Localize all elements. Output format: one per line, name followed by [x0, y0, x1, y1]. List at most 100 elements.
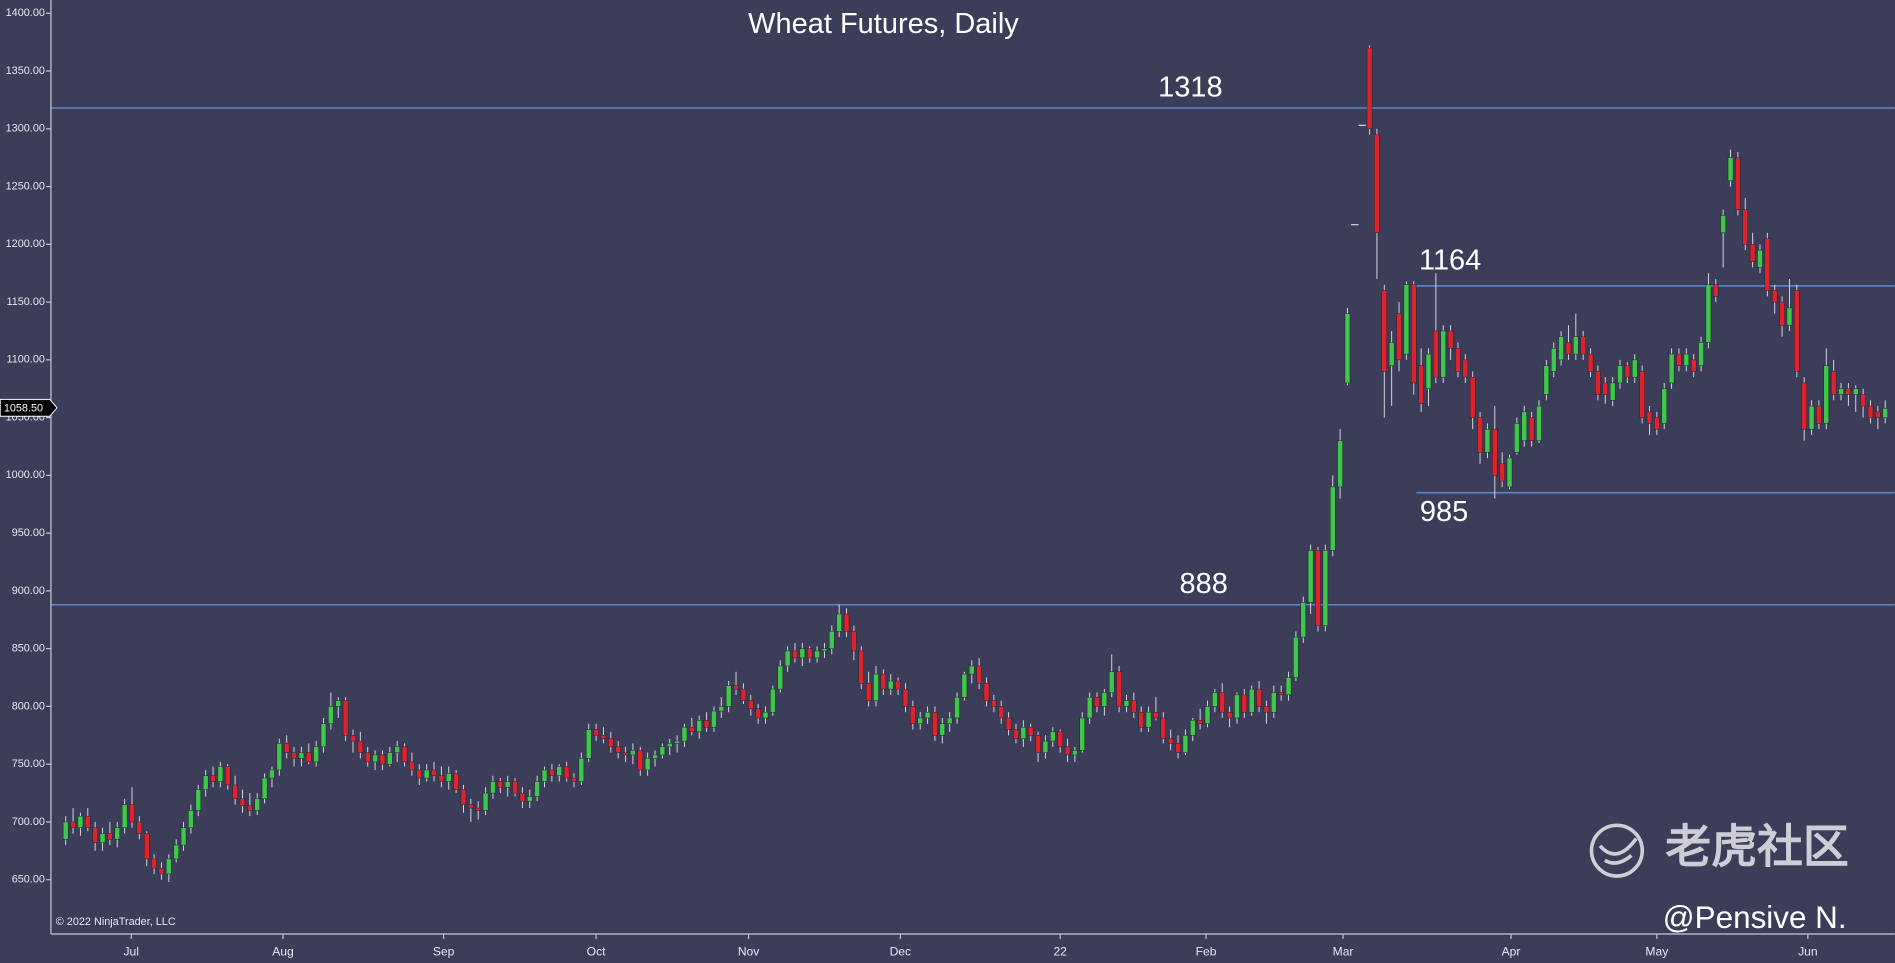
candle-body	[1602, 382, 1609, 395]
x-tick-label: Aug	[272, 944, 294, 958]
candle-body	[202, 775, 209, 790]
candle-body	[1499, 463, 1505, 482]
candle-body	[1219, 692, 1225, 713]
candle-body	[1484, 428, 1491, 453]
candle-body	[1808, 405, 1815, 430]
candle-body	[1131, 700, 1137, 713]
candle-body	[92, 827, 98, 843]
candle-body	[350, 735, 356, 742]
x-tick-label: 22	[1053, 944, 1067, 958]
candle-body	[1639, 371, 1645, 418]
candle-body	[571, 777, 577, 782]
candle-body	[166, 858, 172, 875]
candle-body	[173, 844, 179, 860]
candle-body	[1329, 486, 1336, 551]
candle-body	[1271, 692, 1277, 713]
level-label: 1164	[1419, 244, 1481, 276]
candle-body	[622, 752, 629, 756]
candle-body	[1050, 731, 1056, 742]
candle-body	[1175, 743, 1181, 753]
candle-body	[836, 613, 842, 632]
candle-body	[770, 688, 776, 713]
candle-body	[1521, 411, 1528, 441]
candle-body	[615, 746, 621, 753]
candle-body	[1182, 735, 1189, 753]
candle-body	[578, 758, 585, 782]
candle-body	[482, 792, 489, 811]
candle-body	[519, 792, 526, 802]
watermark-logo	[1589, 823, 1645, 878]
candle-body	[1573, 336, 1579, 355]
candle-body	[748, 700, 754, 709]
candle-body	[1278, 692, 1284, 696]
y-tick-label: 800.00	[12, 700, 45, 712]
candle-body	[1086, 696, 1093, 719]
candle-body	[917, 717, 923, 724]
candle-body	[379, 754, 386, 765]
candle-body	[261, 777, 268, 800]
candle-body	[431, 769, 437, 776]
candle-body	[1727, 157, 1734, 182]
candle-body	[858, 650, 865, 684]
candle-body	[1771, 290, 1778, 303]
candle-body	[644, 758, 651, 771]
candle-body	[991, 700, 997, 707]
candle-body	[1204, 706, 1211, 724]
candle-body	[1536, 405, 1542, 441]
candle-body	[666, 743, 673, 748]
candle-body	[1609, 382, 1616, 401]
candle-body	[1860, 394, 1866, 407]
candle-body	[269, 769, 275, 779]
candle-body	[755, 708, 761, 719]
y-tick-label: 1400.00	[6, 7, 45, 19]
candle-body	[114, 827, 121, 840]
y-tick-label: 700.00	[12, 816, 45, 828]
candle-body	[1469, 376, 1476, 418]
x-tick-label: Jun	[1798, 944, 1817, 958]
candle-body	[954, 696, 960, 719]
candle-body	[291, 752, 297, 759]
candle-body	[976, 665, 982, 684]
candle-body	[740, 688, 747, 701]
candle-body	[85, 815, 91, 828]
candle-body	[1108, 671, 1115, 693]
chart-title: Wheat Futures, Daily	[748, 8, 1019, 40]
candle-body	[895, 680, 901, 690]
candle-body	[423, 769, 430, 779]
candle-body	[1241, 694, 1248, 713]
x-tick-label: Nov	[738, 944, 759, 958]
level-label: 888	[1179, 568, 1227, 600]
candle-body	[1654, 417, 1660, 430]
candle-body	[585, 729, 592, 759]
candle-body	[703, 720, 710, 728]
candle-body	[946, 717, 953, 724]
x-tick-label: May	[1645, 944, 1669, 958]
watermark: 老虎社区	[1665, 821, 1849, 873]
candle-body	[475, 807, 481, 811]
y-tick-label: 1300.00	[6, 123, 45, 135]
candle-body	[910, 706, 916, 724]
candle-body	[239, 798, 246, 807]
candle-body	[313, 746, 319, 763]
candle-body	[1632, 359, 1638, 378]
candle-body	[136, 821, 143, 834]
candle-body	[1366, 47, 1373, 130]
x-tick-label: Mar	[1333, 944, 1354, 958]
candle-body	[681, 726, 688, 742]
candle-body	[821, 648, 828, 652]
candle-body	[674, 740, 680, 744]
candle-body	[1845, 388, 1852, 395]
candle-body	[1720, 215, 1726, 234]
candle-body	[298, 752, 305, 759]
candle-body	[1617, 365, 1623, 384]
candle-body	[1713, 284, 1719, 297]
candle-body	[453, 773, 459, 790]
candle-body	[217, 766, 224, 782]
last-price-label: 1058.50	[4, 402, 43, 414]
candle-body	[1749, 244, 1756, 262]
candle-body	[969, 665, 975, 675]
candle-body	[195, 789, 202, 811]
candle-body	[1676, 353, 1682, 366]
